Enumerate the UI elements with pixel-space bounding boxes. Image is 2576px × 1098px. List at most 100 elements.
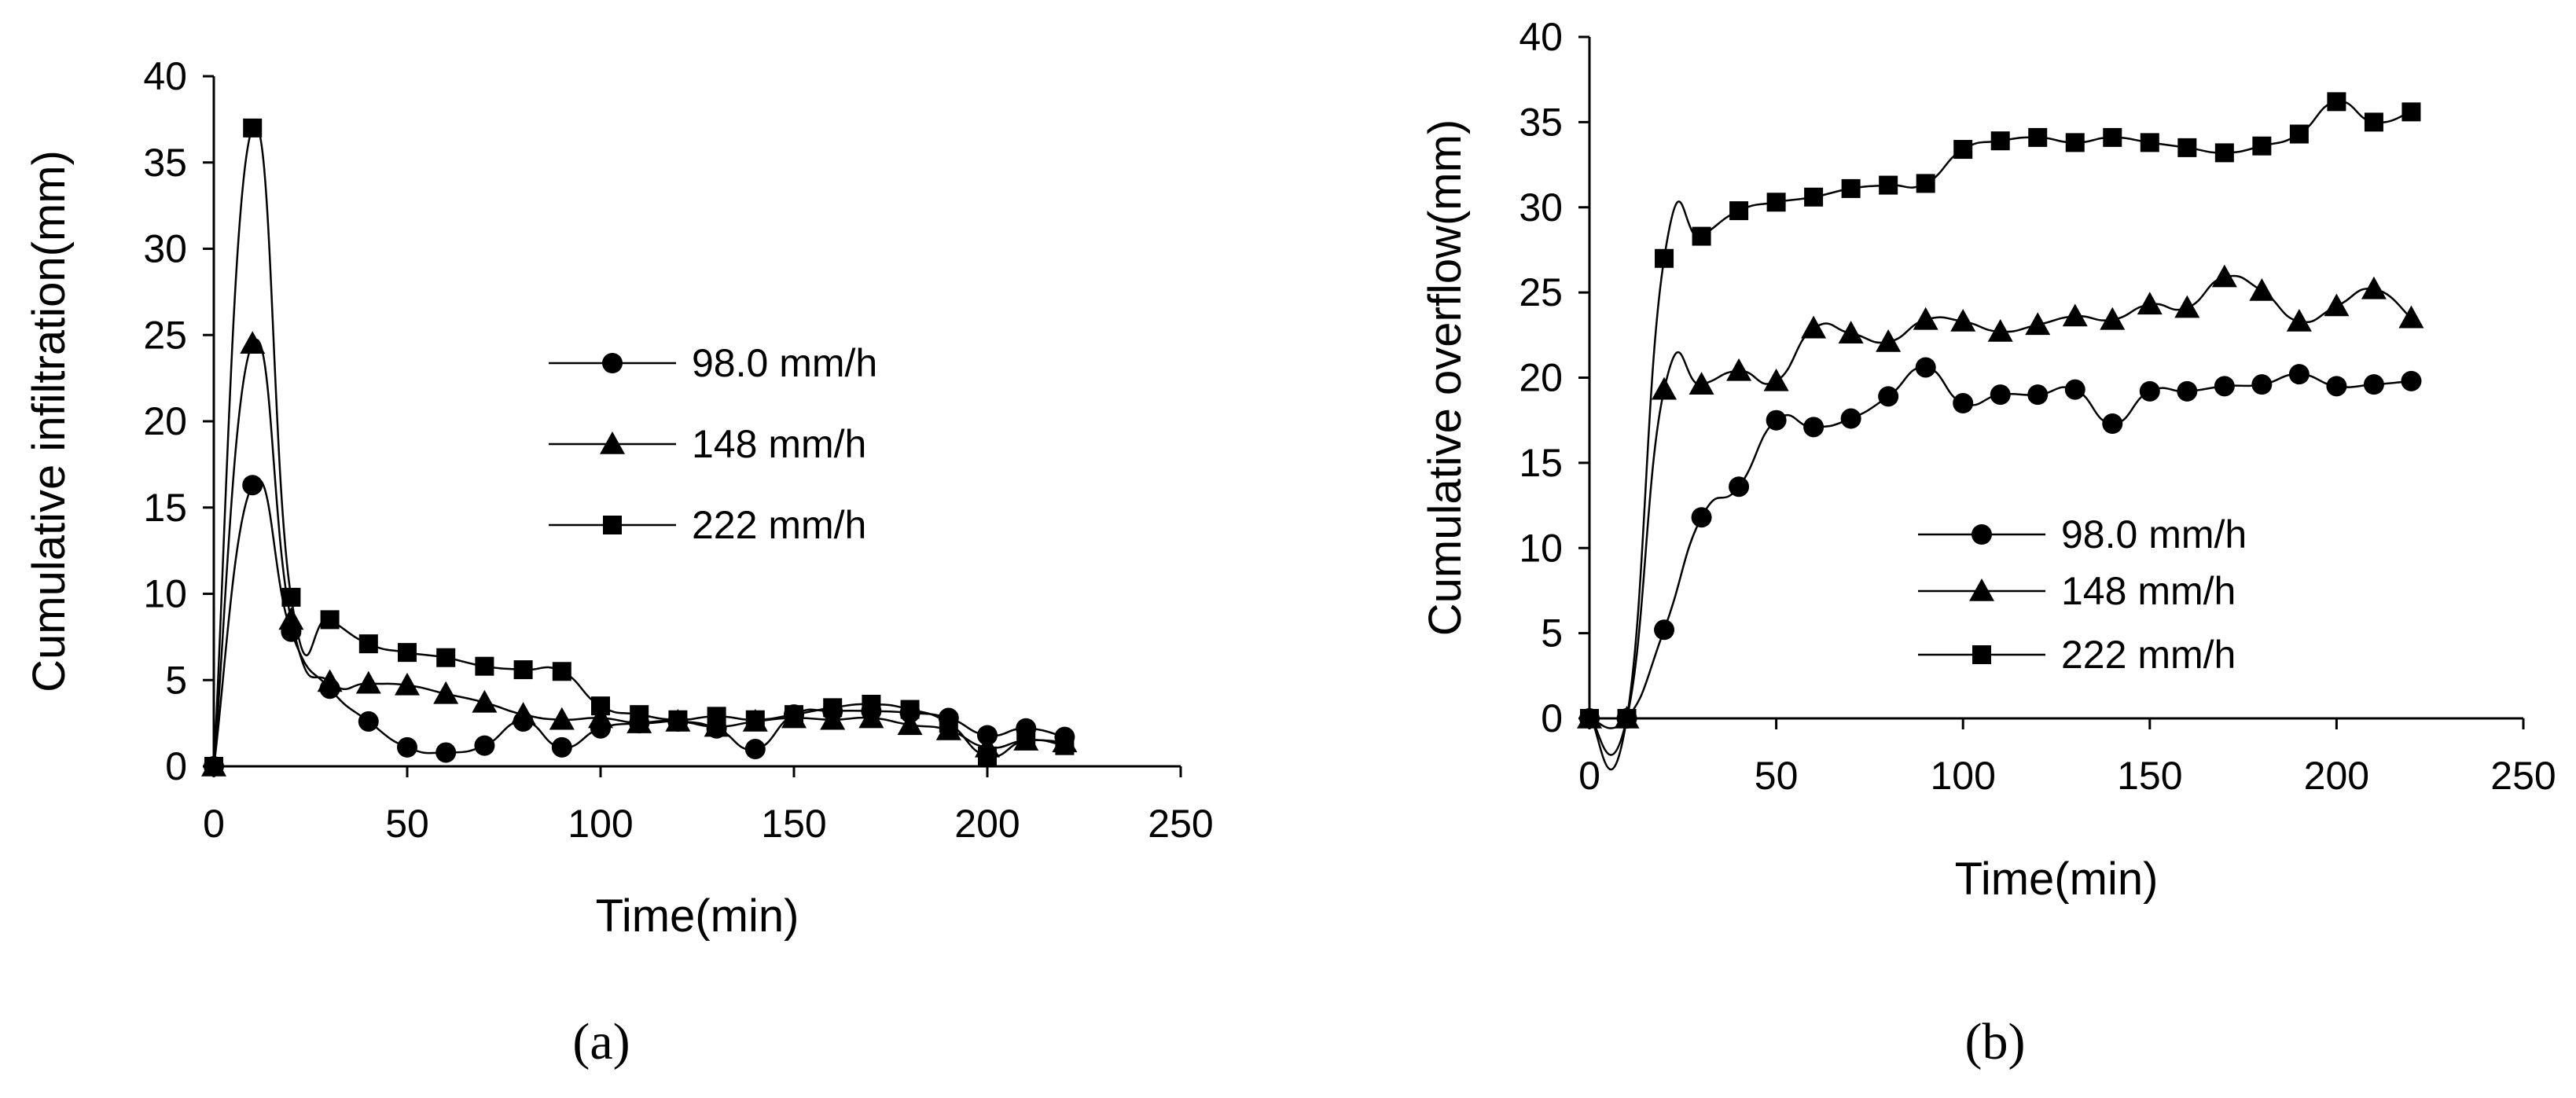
data-point-98-0-mm-h-t70 xyxy=(474,735,495,756)
y-tick-label-10: 10 xyxy=(1519,526,1563,570)
panel-a-infiltration-chart: 0 5 10 15 20 25 30 35 40 0 50 100 150 200 250 Time(min)… xyxy=(24,54,1214,1070)
x-tick-label-0: 0 xyxy=(203,802,225,846)
data-point-222-mm-h-t220 xyxy=(1055,736,1075,755)
data-point-222-mm-h-t90 xyxy=(1916,174,1935,193)
data-point-222-mm-h-t40 xyxy=(1729,201,1749,221)
series-line-222-mm-h xyxy=(1589,100,2412,771)
data-point-148-mm-h-t60 xyxy=(1801,315,1827,339)
data-point-148-mm-h-t20 xyxy=(278,607,304,630)
data-point-222-mm-h-t210 xyxy=(2364,112,2383,132)
data-point-98-0-mm-h-t60 xyxy=(435,742,457,763)
data-point-148-mm-h-t160 xyxy=(2174,295,2200,318)
data-point-222-mm-h-t0 xyxy=(1580,709,1599,728)
data-point-148-mm-h-t60 xyxy=(433,681,459,704)
y-tick-label-40: 40 xyxy=(1519,15,1563,59)
data-point-222-mm-h-t110 xyxy=(630,705,649,725)
y-tick-label-35: 35 xyxy=(143,141,187,185)
legend-label-148-mm-h: 148 mm/h xyxy=(692,422,866,466)
data-point-222-mm-h-t60 xyxy=(436,648,456,667)
data-point-98-0-mm-h-t180 xyxy=(2251,374,2273,395)
legend: 98.0 mm/h 148 mm/h 222 mm/h xyxy=(1918,512,2247,677)
data-point-148-mm-h-t70 xyxy=(1838,321,1864,343)
data-point-222-mm-h-t30 xyxy=(320,610,340,630)
y-tick-label-20: 20 xyxy=(143,399,187,443)
data-point-148-mm-h-t30 xyxy=(317,669,343,692)
data-point-222-mm-h-t50 xyxy=(398,643,417,663)
data-point-222-mm-h-t140 xyxy=(2103,127,2122,147)
y-tick-label-0: 0 xyxy=(165,744,187,788)
data-point-98-0-mm-h-t130 xyxy=(2064,379,2085,400)
y-tick-label-25: 25 xyxy=(143,313,187,357)
legend-label-98-0-mm-h: 98.0 mm/h xyxy=(692,341,877,385)
legend-marker-98-0-mm-h xyxy=(1972,524,1992,545)
data-point-98-0-mm-h-t40 xyxy=(358,711,379,732)
legend-label-222-mm-h: 222 mm/h xyxy=(2061,633,2236,677)
legend-label-98-0-mm-h: 98.0 mm/h xyxy=(2061,512,2247,556)
data-point-222-mm-h-t190 xyxy=(939,714,958,733)
data-point-222-mm-h-t180 xyxy=(2252,136,2272,156)
data-point-98-0-mm-h-t100 xyxy=(1953,393,1974,414)
data-point-148-mm-h-t190 xyxy=(2286,308,2312,332)
data-point-148-mm-h-t220 xyxy=(2398,305,2424,329)
data-point-98-0-mm-h-t140 xyxy=(2102,413,2123,435)
series-line-222-mm-h xyxy=(212,123,1065,767)
legend: 98.0 mm/h 148 mm/h 222 mm/h xyxy=(549,341,877,547)
data-point-222-mm-h-t190 xyxy=(2289,124,2309,144)
data-point-98-0-mm-h-t50 xyxy=(1766,409,1787,431)
y-tick-label-5: 5 xyxy=(1541,611,1563,655)
series-222-mm-h xyxy=(204,118,1075,776)
data-point-222-mm-h-t170 xyxy=(2214,143,2234,163)
panel-b-overflow-chart: 0 5 10 15 20 25 30 35 40 0 50 100 150 200 250 Time(min)… xyxy=(1420,15,2556,1070)
data-point-222-mm-h-t50 xyxy=(1766,193,1786,212)
data-point-98-0-mm-h-t120 xyxy=(2027,384,2049,406)
data-point-222-mm-h-t60 xyxy=(1804,187,1824,207)
data-point-148-mm-h-t20 xyxy=(1652,376,1678,400)
data-point-98-0-mm-h-t150 xyxy=(2139,380,2160,402)
data-point-222-mm-h-t70 xyxy=(1841,178,1861,198)
data-point-98-0-mm-h-t190 xyxy=(2288,364,2310,385)
y-tick-label-30: 30 xyxy=(143,227,187,271)
y-axis-label: Cumulative infiltration(mm) xyxy=(24,150,75,692)
data-point-222-mm-h-t10 xyxy=(1617,709,1637,728)
data-point-222-mm-h-t120 xyxy=(2028,127,2048,147)
data-point-222-mm-h-t140 xyxy=(745,710,765,729)
y-axis-label: Cumulative overflow(mm) xyxy=(1420,119,1471,636)
data-point-148-mm-h-t160 xyxy=(820,707,846,730)
data-point-148-mm-h-t30 xyxy=(1689,372,1714,395)
data-point-98-0-mm-h-t90 xyxy=(551,736,572,758)
data-point-98-0-mm-h-t160 xyxy=(2177,380,2198,402)
y-tick-label-15: 15 xyxy=(1519,441,1563,485)
data-point-98-0-mm-h-t60 xyxy=(1803,417,1825,438)
data-point-98-0-mm-h-t90 xyxy=(1915,357,1936,378)
y-tick-label-15: 15 xyxy=(143,486,187,530)
data-point-222-mm-h-t100 xyxy=(591,696,610,716)
data-point-98-0-mm-h-t140 xyxy=(744,739,766,760)
data-point-222-mm-h-t200 xyxy=(2327,92,2346,112)
data-point-148-mm-h-t100 xyxy=(588,705,613,729)
data-point-148-mm-h-t40 xyxy=(1726,358,1752,381)
data-point-222-mm-h-t30 xyxy=(1692,226,1711,246)
data-point-98-0-mm-h-t80 xyxy=(1878,386,1899,407)
data-point-148-mm-h-t210 xyxy=(2361,276,2387,299)
x-axis-label: Time(min) xyxy=(596,891,799,942)
x-tick-label-50: 50 xyxy=(1755,754,1799,798)
data-point-148-mm-h-t80 xyxy=(1876,329,1902,352)
data-point-222-mm-h-t170 xyxy=(862,694,881,714)
data-point-148-mm-h-t50 xyxy=(1763,368,1789,391)
data-point-98-0-mm-h-t30 xyxy=(1691,507,1712,528)
data-point-222-mm-h-t80 xyxy=(513,660,533,680)
data-point-98-0-mm-h-t50 xyxy=(397,736,417,758)
x-tick-label-200: 200 xyxy=(2304,754,2369,798)
data-point-222-mm-h-t40 xyxy=(358,634,378,654)
x-tick-label-200: 200 xyxy=(954,802,1020,846)
data-point-222-mm-h-t150 xyxy=(2140,133,2159,152)
data-point-222-mm-h-t70 xyxy=(475,656,494,676)
data-point-222-mm-h-t0 xyxy=(204,757,223,776)
data-point-222-mm-h-t200 xyxy=(978,746,997,766)
panel-label: (b) xyxy=(1965,1013,2026,1070)
data-point-222-mm-h-t180 xyxy=(900,700,920,719)
x-tick-label-150: 150 xyxy=(761,802,826,846)
data-point-222-mm-h-t20 xyxy=(1655,248,1674,268)
data-point-222-mm-h-t130 xyxy=(707,707,726,726)
data-point-222-mm-h-t90 xyxy=(552,662,571,681)
